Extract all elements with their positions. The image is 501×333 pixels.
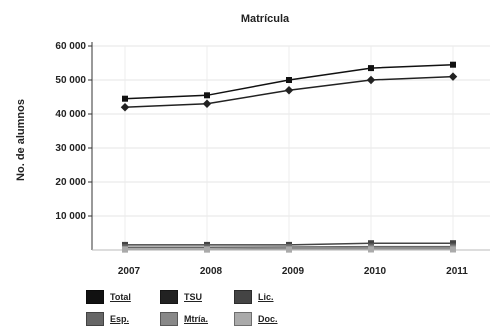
data-point (120, 102, 130, 112)
data-point (284, 85, 294, 95)
data-point (366, 75, 376, 85)
legend-swatch (234, 290, 252, 304)
legend-item[interactable]: Lic. (234, 290, 274, 304)
y-axis-label: No. de alumnos (15, 99, 27, 181)
series-doc (122, 246, 456, 253)
data-point (204, 92, 210, 99)
data-point (368, 246, 374, 253)
data-point (450, 61, 456, 68)
y-tick-label: 30 000 (55, 143, 86, 154)
data-point (368, 65, 374, 72)
legend-label: TSU (184, 292, 202, 302)
legend-swatch (160, 312, 178, 326)
axes: 10 000 20 000 30 000 40 000 50 000 60 000 2007… (55, 41, 490, 277)
chart-title: Matrícula (241, 13, 290, 25)
legend-label: Esp. (110, 314, 130, 324)
legend-item[interactable]: Esp. (86, 312, 129, 326)
y-tick-label: 10 000 (55, 211, 86, 222)
legend-label: Total (110, 292, 131, 302)
legend-label: Lic. (258, 292, 274, 302)
y-tick-label: 40 000 (55, 109, 86, 120)
x-tick-label: 2007 (118, 266, 141, 277)
x-tick-label: 2011 (446, 266, 468, 277)
data-point (286, 246, 292, 253)
y-tick-label: 60 000 (55, 41, 86, 52)
series-layer (120, 61, 458, 253)
data-point (450, 240, 456, 247)
series-total (122, 61, 456, 102)
legend-item[interactable]: TSU (160, 290, 202, 304)
y-tick-label: 20 000 (55, 177, 86, 188)
x-tick-label: 2009 (282, 266, 305, 277)
x-tick-label: 2010 (364, 266, 387, 277)
legend-label: Doc. (258, 314, 278, 324)
data-point (286, 77, 292, 83)
data-point (450, 246, 456, 253)
legend-item[interactable]: Total (86, 290, 131, 304)
data-point (448, 72, 458, 81)
legend-label: Mtría. (184, 314, 209, 324)
legend-swatch (86, 312, 104, 326)
legend-swatch (234, 312, 252, 326)
data-point (368, 240, 374, 247)
y-tick-label: 50 000 (55, 75, 86, 86)
legend-item[interactable]: Doc. (234, 312, 278, 326)
grid (92, 45, 490, 250)
series-tsu (120, 72, 458, 112)
data-point (204, 246, 210, 253)
data-point (122, 246, 128, 253)
legend-swatch (160, 290, 178, 304)
data-point (202, 99, 212, 109)
legend-item[interactable]: Mtría. (160, 312, 208, 326)
x-tick-label: 2008 (200, 266, 223, 277)
legend-swatch (86, 290, 104, 304)
data-point (122, 95, 128, 102)
